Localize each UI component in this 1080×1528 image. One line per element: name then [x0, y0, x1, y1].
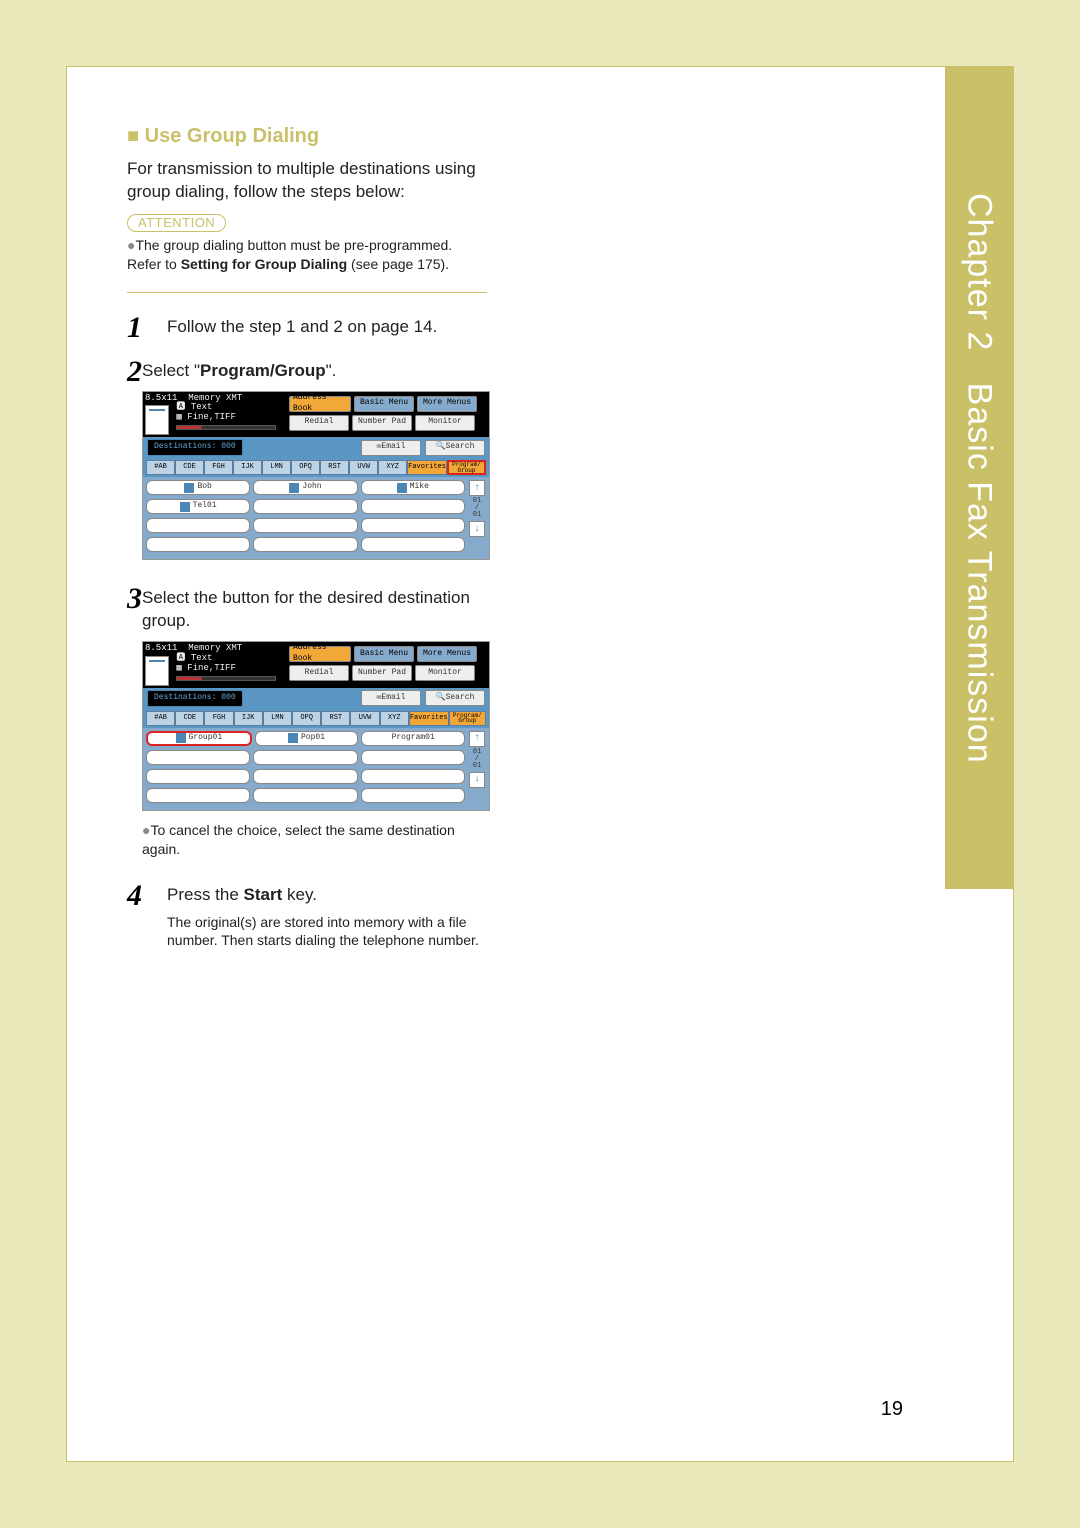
- scroll-down-button[interactable]: ↓: [469, 521, 485, 537]
- address-book-button[interactable]: Address Book: [289, 646, 351, 662]
- tab-LMN[interactable]: LMN: [262, 460, 291, 475]
- section-intro: For transmission to multiple destination…: [127, 158, 487, 204]
- redial-button[interactable]: Redial: [289, 415, 349, 431]
- scroll-up-button[interactable]: ↑: [469, 731, 485, 747]
- tab-LMN[interactable]: LMN: [263, 711, 292, 726]
- tab-XYZ[interactable]: XYZ: [378, 460, 407, 475]
- tab-program-group[interactable]: Program/ Group: [449, 711, 486, 726]
- alpha-tabs: #AB CDE FGH IJK LMN OPQ RST UVW XYZ Favo…: [143, 709, 489, 728]
- number-pad-button[interactable]: Number Pad: [352, 665, 412, 681]
- dest-entry-empty[interactable]: [361, 769, 465, 784]
- tab-UVW[interactable]: UVW: [350, 711, 379, 726]
- document-icon: [145, 656, 169, 686]
- tab-RST[interactable]: RST: [321, 711, 350, 726]
- tab-program-group[interactable]: Program/ Group: [447, 460, 486, 475]
- tab-IJK[interactable]: IJK: [233, 460, 262, 475]
- step-2-text: Select "Program/Group". 8.5x11 Memory XM…: [142, 357, 490, 571]
- alpha-tabs: #AB CDE FGH IJK LMN OPQ RST UVW XYZ Favo…: [143, 458, 489, 477]
- scroll-up-button[interactable]: ↑: [469, 480, 485, 496]
- dest-entry-empty[interactable]: [146, 518, 250, 533]
- step-4: 4 Press the Start key. The original(s) a…: [127, 881, 487, 959]
- dest-entry-empty[interactable]: [361, 750, 465, 765]
- destinations-count: Destinations: 000: [147, 690, 243, 707]
- tab-AB[interactable]: #AB: [146, 460, 175, 475]
- step-4-note: The original(s) are stored into memory w…: [167, 913, 487, 951]
- tab-CDE[interactable]: CDE: [175, 460, 204, 475]
- dest-entry[interactable]: Program01: [361, 731, 465, 746]
- panel-header: 8.5x11 Memory XMT 🅰 Text ▦ Fine,TIFF Add…: [143, 642, 489, 688]
- more-menus-button[interactable]: More Menus: [417, 396, 477, 412]
- document-icon: [145, 405, 169, 435]
- basic-menu-button[interactable]: Basic Menu: [354, 646, 414, 662]
- attention-badge: ATTENTION: [127, 214, 226, 232]
- destinations-count: Destinations: 000: [147, 439, 243, 456]
- scroll-down-button[interactable]: ↓: [469, 772, 485, 788]
- tab-favorites[interactable]: Favorites: [407, 460, 447, 475]
- tab-XYZ[interactable]: XYZ: [380, 711, 409, 726]
- redial-button[interactable]: Redial: [289, 665, 349, 681]
- step-4-number: 4: [127, 881, 167, 959]
- dest-entry-empty[interactable]: [253, 788, 357, 803]
- dest-entry-empty[interactable]: [361, 499, 465, 514]
- chapter-tab: Chapter 2 Basic Fax Transmission: [945, 67, 1013, 889]
- step-2-number: 2: [127, 357, 142, 571]
- tab-RST[interactable]: RST: [320, 460, 349, 475]
- tab-FGH[interactable]: FGH: [204, 460, 233, 475]
- dest-entry-empty[interactable]: [253, 499, 357, 514]
- search-button[interactable]: 🔍 Search: [425, 690, 485, 706]
- monitor-button[interactable]: Monitor: [415, 415, 475, 431]
- tab-OPQ[interactable]: OPQ: [291, 460, 320, 475]
- dest-entry-empty[interactable]: [361, 788, 465, 803]
- number-pad-button[interactable]: Number Pad: [352, 415, 412, 431]
- dest-entry-empty[interactable]: [146, 750, 250, 765]
- dest-entry-empty[interactable]: [253, 750, 357, 765]
- basic-menu-button[interactable]: Basic Menu: [354, 396, 414, 412]
- more-menus-button[interactable]: More Menus: [417, 646, 477, 662]
- step-1-text: Follow the step 1 and 2 on page 14.: [167, 313, 487, 343]
- fax-panel-1: 8.5x11 Memory XMT 🅰 Text ▦ Fine,TIFF Add…: [142, 391, 490, 561]
- step-2: 2 Select "Program/Group". 8.5x11 Memory …: [127, 357, 487, 571]
- tab-FGH[interactable]: FGH: [204, 711, 233, 726]
- dest-entry[interactable]: Mike: [361, 480, 465, 495]
- address-book-button[interactable]: Address Book: [289, 396, 351, 412]
- tab-UVW[interactable]: UVW: [349, 460, 378, 475]
- dest-entry-empty[interactable]: [253, 769, 357, 784]
- fax-panel-2: 8.5x11 Memory XMT 🅰 Text ▦ Fine,TIFF Add…: [142, 641, 490, 811]
- dest-entry-empty[interactable]: [146, 769, 250, 784]
- dest-entry[interactable]: Bob: [146, 480, 250, 495]
- tab-IJK[interactable]: IJK: [234, 711, 263, 726]
- attention-text: ●The group dialing button must be pre-pr…: [127, 236, 487, 274]
- section-title: ■ Use Group Dialing: [127, 125, 487, 148]
- dest-entry[interactable]: John: [253, 480, 357, 495]
- tab-AB[interactable]: #AB: [146, 711, 175, 726]
- chapter-tab-text: Chapter 2 Basic Fax Transmission: [960, 193, 999, 764]
- tab-favorites[interactable]: Favorites: [409, 711, 449, 726]
- step-3-text: Select the button for the desired destin…: [142, 584, 490, 866]
- divider: [127, 292, 487, 293]
- dest-entry-empty[interactable]: [253, 518, 357, 533]
- dest-entry-empty[interactable]: [146, 788, 250, 803]
- dest-entry-empty[interactable]: [361, 518, 465, 533]
- monitor-button[interactable]: Monitor: [415, 665, 475, 681]
- step-3-note: ●To cancel the choice, select the same d…: [142, 821, 490, 859]
- dest-entry-empty[interactable]: [361, 537, 465, 552]
- email-button[interactable]: ✉ Email: [361, 440, 421, 456]
- tab-OPQ[interactable]: OPQ: [292, 711, 321, 726]
- step-1: 1 Follow the step 1 and 2 on page 14.: [127, 313, 487, 343]
- step-3-number: 3: [127, 584, 142, 866]
- page-number: 19: [881, 1398, 903, 1421]
- panel-header: 8.5x11 Memory XMT 🅰 Text ▦ Fine,TIFF Add…: [143, 392, 489, 438]
- dest-entry[interactable]: Tel01: [146, 499, 250, 514]
- step-3: 3 Select the button for the desired dest…: [127, 584, 487, 866]
- dest-entry[interactable]: Group01: [146, 731, 252, 746]
- step-1-number: 1: [127, 313, 167, 343]
- search-button[interactable]: 🔍 Search: [425, 440, 485, 456]
- dest-entry-empty[interactable]: [253, 537, 357, 552]
- dest-entry-empty[interactable]: [146, 537, 250, 552]
- email-button[interactable]: ✉ Email: [361, 690, 421, 706]
- tab-CDE[interactable]: CDE: [175, 711, 204, 726]
- step-4-text: Press the Start key. The original(s) are…: [167, 881, 487, 959]
- dest-entry[interactable]: Pop01: [255, 731, 359, 746]
